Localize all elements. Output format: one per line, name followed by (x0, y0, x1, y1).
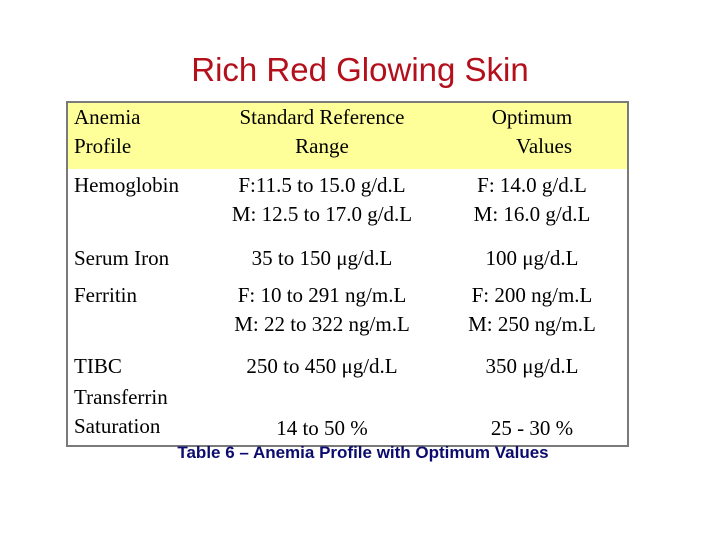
table-row: Ferritin F: 10 to 291 ng/m.L M: 22 to 32… (67, 277, 628, 349)
cell-optimum: F: 200 ng/m.L M: 250 ng/m.L (437, 277, 628, 349)
cell-optimum: 25 - 30 % (437, 383, 628, 446)
header-line: Optimum (491, 105, 573, 129)
cell-name: Hemoglobin (67, 169, 207, 235)
header-standard-reference-range: Standard Reference Range (207, 102, 437, 169)
cell-line: Transferrin (74, 385, 168, 409)
cell-line: M: 12.5 to 17.0 g/d.L (231, 202, 413, 226)
cell-line: F: 200 ng/m.L (471, 283, 593, 307)
table-row: Transferrin Saturation 14 to 50 % 25 - 3… (67, 383, 628, 446)
table-row: Hemoglobin F:11.5 to 15.0 g/d.L M: 12.5 … (67, 169, 628, 235)
cell-line: F: 10 to 291 ng/m.L (237, 283, 407, 307)
table-row: TIBC 250 to 450 μg/d.L 350 μg/d.L (67, 349, 628, 383)
cell-line: Serum Iron (74, 245, 170, 270)
cell-range: F:11.5 to 15.0 g/d.L M: 12.5 to 17.0 g/d… (207, 169, 437, 235)
header-line: Range (295, 134, 349, 158)
cell-range: F: 10 to 291 ng/m.L M: 22 to 322 ng/m.L (207, 277, 437, 349)
cell-line: F: 14.0 g/d.L (477, 173, 587, 197)
cell-line: M: 22 to 322 ng/m.L (234, 312, 410, 336)
cell-line: F:11.5 to 15.0 g/d.L (238, 173, 406, 197)
header-line: Anemia (74, 105, 141, 129)
cell-name: Ferritin (67, 277, 207, 349)
cell-range: 35 to 150 μg/d.L (207, 235, 437, 277)
cell-line: 100 μg/d.L (485, 245, 579, 270)
header-line: Profile (74, 134, 132, 158)
cell-optimum: 350 μg/d.L (437, 349, 628, 383)
cell-line: 14 to 50 % (276, 416, 368, 440)
cell-line: M: 250 ng/m.L (468, 312, 596, 336)
header-line: Values (516, 134, 572, 158)
table-header-row: Anemia Profile Standard Reference Range … (67, 102, 628, 169)
cell-name: Serum Iron (67, 235, 207, 277)
cell-line: 250 to 450 μg/d.L (246, 353, 398, 378)
table-caption: Table 6 – Anemia Profile with Optimum Va… (177, 443, 549, 462)
cell-range: 14 to 50 % (207, 383, 437, 446)
header-optimum-values: Optimum Values (437, 102, 628, 169)
cell-optimum: F: 14.0 g/d.L M: 16.0 g/d.L (437, 169, 628, 235)
table-row: Serum Iron 35 to 150 μg/d.L 100 μg/d.L (67, 235, 628, 277)
anemia-profile-table: Anemia Profile Standard Reference Range … (66, 101, 629, 447)
cell-optimum: 100 μg/d.L (437, 235, 628, 277)
cell-line: 25 - 30 % (490, 416, 574, 440)
cell-name: Transferrin Saturation (67, 383, 207, 446)
cell-line: Ferritin (74, 283, 137, 307)
page-title: Rich Red Glowing Skin (191, 51, 529, 88)
cell-line: 350 μg/d.L (485, 353, 579, 378)
cell-line: Saturation (74, 414, 161, 438)
cell-line: 35 to 150 μg/d.L (251, 245, 393, 270)
cell-line: M: 16.0 g/d.L (473, 202, 591, 226)
cell-line: TIBC (74, 353, 122, 378)
header-anemia-profile: Anemia Profile (67, 102, 207, 169)
header-line: Standard Reference (239, 105, 405, 129)
cell-line: Hemoglobin (74, 173, 179, 197)
cell-name: TIBC (67, 349, 207, 383)
cell-range: 250 to 450 μg/d.L (207, 349, 437, 383)
